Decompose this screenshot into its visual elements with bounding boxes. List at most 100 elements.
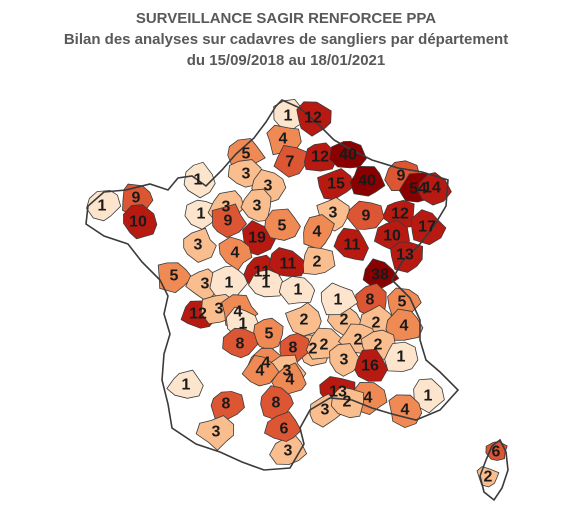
department-count-64: 3 <box>284 443 293 460</box>
department-count-63: 2 <box>340 312 349 329</box>
department-area-55 <box>328 140 367 169</box>
department-count-79: 3 <box>215 301 224 318</box>
department-area-23 <box>284 302 322 337</box>
department-count-46: 4 <box>262 355 271 372</box>
department-count-76: 5 <box>242 146 251 163</box>
department-count-08: 12 <box>311 149 329 166</box>
department-area-56 <box>123 204 158 240</box>
department-count-23: 2 <box>300 312 309 329</box>
department-count-21: 11 <box>344 237 361 254</box>
department-area-47 <box>210 391 245 421</box>
department-count-59: 1 <box>284 108 293 125</box>
department-area-68 <box>417 172 452 206</box>
department-area-05 <box>384 341 419 372</box>
department-count-80: 4 <box>279 131 288 148</box>
title-line-2: Bilan des analyses sur cadavres de sangl… <box>63 31 509 48</box>
department-count-26: 16 <box>361 358 379 375</box>
department-count-10: 3 <box>329 205 338 222</box>
department-count-84: 4 <box>364 390 373 407</box>
department-area-72 <box>211 203 248 238</box>
department-count-32: 8 <box>272 395 281 412</box>
department-area-45 <box>264 208 301 241</box>
department-count-54: 40 <box>358 173 376 190</box>
department-count-01: 8 <box>366 292 375 309</box>
department-count-88: 12 <box>391 206 409 223</box>
department-shapes <box>86 98 508 488</box>
department-area-34 <box>195 415 235 451</box>
department-count-56: 10 <box>129 214 147 231</box>
department-area-04 <box>413 378 445 414</box>
department-count-30: 13 <box>329 384 347 401</box>
department-count-22: 9 <box>132 190 141 207</box>
department-count-27: 3 <box>242 166 251 183</box>
department-count-73: 4 <box>400 318 409 335</box>
department-count-90: 17 <box>418 219 436 236</box>
department-count-72: 9 <box>224 213 233 230</box>
department-area-39 <box>362 258 400 289</box>
department-area-31 <box>264 411 302 442</box>
corsica-outline <box>479 438 509 502</box>
department-count-45: 5 <box>278 218 287 235</box>
department-area-11 <box>330 386 365 419</box>
department-count-51: 15 <box>327 176 345 193</box>
department-count-13: 4 <box>401 402 410 419</box>
department-count-58: 11 <box>280 256 297 273</box>
department-count-69: 1 <box>334 292 343 309</box>
department-count-71: 2 <box>313 254 322 271</box>
department-count-39: 38 <box>371 267 389 284</box>
department-count-02: 7 <box>286 154 295 171</box>
department-count-16: 2 <box>309 341 318 358</box>
title-line-3: du 15/09/2018 au 18/01/2021 <box>186 52 386 69</box>
department-count-36: 1 <box>262 275 271 292</box>
mainland-outline <box>85 99 460 471</box>
department-count-48: 3 <box>283 363 292 380</box>
department-area-78 <box>240 188 272 222</box>
department-area-40 <box>166 369 204 399</box>
department-area-52 <box>346 200 385 230</box>
department-area-82 <box>241 354 280 387</box>
department-count-70: 10 <box>383 228 401 245</box>
department-count-28: 19 <box>248 230 266 247</box>
department-count-78: 3 <box>253 198 262 215</box>
department-area-21 <box>333 227 369 261</box>
title-line-1: SURVEILLANCE SAGIR RENFORCEE PPA <box>135 10 437 27</box>
department-count-41: 4 <box>231 245 240 262</box>
department-count-57: 9 <box>397 168 406 185</box>
department-count-2A: 2 <box>484 469 493 486</box>
department-area-41 <box>218 236 253 271</box>
department-count-37: 1 <box>225 275 234 292</box>
department-count-19: 8 <box>289 340 298 357</box>
department-count-85: 12 <box>189 306 207 323</box>
department-area-07 <box>329 343 363 377</box>
department-count-38: 2 <box>374 337 383 354</box>
map-title: SURVEILLANCE SAGIR RENFORCEE PPA Bilan d… <box>0 8 572 71</box>
department-area-58 <box>268 247 308 277</box>
department-area-03 <box>278 275 316 305</box>
department-count-55: 40 <box>339 147 357 164</box>
department-count-86: 4 <box>234 304 243 321</box>
department-count-11: 2 <box>343 394 352 411</box>
department-count-40: 1 <box>182 377 191 394</box>
department-count-03: 1 <box>294 282 303 299</box>
department-count-81: 3 <box>321 402 330 419</box>
department-count-82: 4 <box>256 363 265 380</box>
department-count-52: 9 <box>362 208 371 225</box>
department-count-60: 3 <box>264 178 273 195</box>
department-count-12: 4 <box>286 372 295 389</box>
department-count-17: 1 <box>239 316 248 333</box>
department-area-29 <box>86 189 122 222</box>
department-count-61: 3 <box>222 199 231 216</box>
department-count-18: 11 <box>254 264 271 281</box>
department-area-14 <box>184 199 219 230</box>
department-count-07: 3 <box>340 352 349 369</box>
department-count-05: 1 <box>397 349 406 366</box>
department-area-90 <box>410 209 447 246</box>
department-area-44 <box>157 262 193 294</box>
department-count-62: 12 <box>304 110 322 127</box>
department-count-67: 54 <box>409 181 427 198</box>
department-count-43: 2 <box>354 332 363 349</box>
department-area-87 <box>252 317 284 351</box>
department-count-49: 3 <box>201 276 210 293</box>
department-count-31: 6 <box>280 421 289 438</box>
